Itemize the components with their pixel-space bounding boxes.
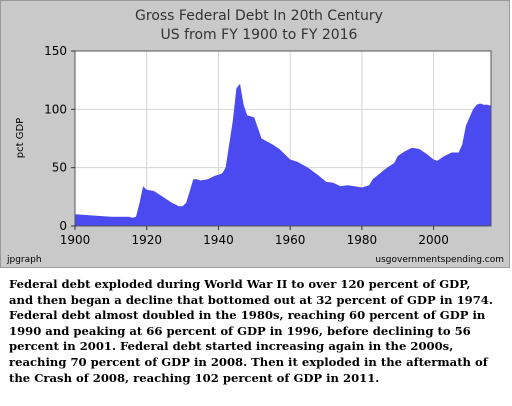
y-tick-label: 0: [59, 219, 67, 233]
x-tick-label: 1900: [60, 233, 91, 247]
x-tick-label: 2000: [418, 233, 449, 247]
chart-panel: Gross Federal Debt In 20th Century US fr…: [0, 0, 510, 268]
y-tick-label: 100: [44, 102, 67, 116]
chart-subtitle: US from FY 1900 to FY 2016: [161, 27, 358, 43]
plot-border: [74, 50, 492, 227]
axis-ticks: [71, 50, 435, 230]
source-label: usgovernmentspending.com: [375, 255, 504, 265]
y-tick-label: 150: [44, 44, 67, 58]
x-tick-label: 1960: [275, 233, 306, 247]
x-tick-label: 1940: [203, 233, 234, 247]
debt-chart: Gross Federal Debt In 20th Century US fr…: [6, 8, 504, 265]
chart-title: Gross Federal Debt In 20th Century: [135, 8, 383, 24]
y-axis-tick-labels: 0 50 100 150: [44, 44, 67, 233]
y-axis-title: pct GDP: [15, 118, 26, 158]
jpgraph-label: jpgraph: [6, 255, 42, 265]
y-tick-label: 50: [52, 161, 67, 175]
x-tick-label: 1980: [347, 233, 378, 247]
caption-text: Federal debt exploded during World War I…: [9, 277, 493, 385]
x-tick-label: 1920: [131, 233, 162, 247]
x-axis-tick-labels: 1900 1920 1940 1960 1980 2000: [60, 233, 449, 247]
debt-area-series: [75, 83, 491, 226]
